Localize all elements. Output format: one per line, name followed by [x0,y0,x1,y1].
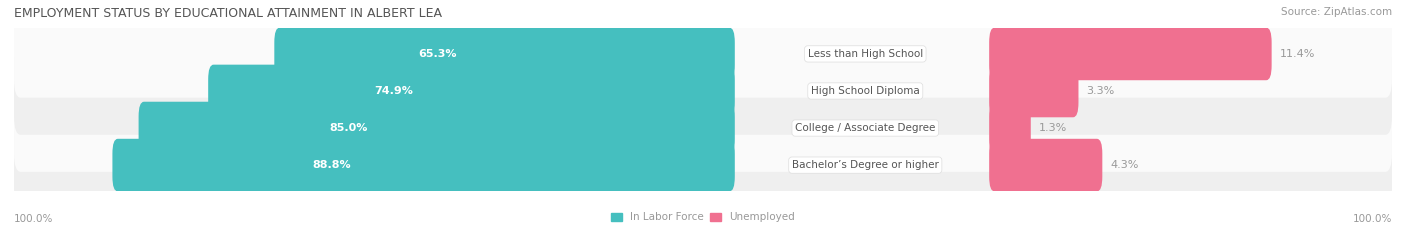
Text: Less than High School: Less than High School [807,49,922,59]
Text: 1.3%: 1.3% [1039,123,1067,133]
Text: Bachelor’s Degree or higher: Bachelor’s Degree or higher [792,160,939,170]
FancyBboxPatch shape [990,65,1078,117]
Text: 74.9%: 74.9% [374,86,413,96]
Text: 65.3%: 65.3% [418,49,457,59]
FancyBboxPatch shape [990,102,1031,154]
FancyBboxPatch shape [990,27,1271,80]
Text: 85.0%: 85.0% [329,123,368,133]
Text: 100.0%: 100.0% [14,214,53,224]
FancyBboxPatch shape [112,139,735,192]
FancyBboxPatch shape [14,121,1392,209]
Text: 3.3%: 3.3% [1087,86,1115,96]
FancyBboxPatch shape [208,65,735,117]
Legend: In Labor Force, Unemployed: In Labor Force, Unemployed [607,208,799,227]
Text: 100.0%: 100.0% [1353,214,1392,224]
Text: 11.4%: 11.4% [1279,49,1315,59]
Text: High School Diploma: High School Diploma [811,86,920,96]
FancyBboxPatch shape [139,102,735,154]
FancyBboxPatch shape [14,84,1392,172]
Text: College / Associate Degree: College / Associate Degree [796,123,935,133]
FancyBboxPatch shape [14,47,1392,135]
FancyBboxPatch shape [274,27,735,80]
Text: EMPLOYMENT STATUS BY EDUCATIONAL ATTAINMENT IN ALBERT LEA: EMPLOYMENT STATUS BY EDUCATIONAL ATTAINM… [14,7,441,20]
Text: Source: ZipAtlas.com: Source: ZipAtlas.com [1281,7,1392,17]
FancyBboxPatch shape [990,139,1102,192]
Text: 4.3%: 4.3% [1111,160,1139,170]
Text: 88.8%: 88.8% [312,160,352,170]
FancyBboxPatch shape [14,10,1392,98]
